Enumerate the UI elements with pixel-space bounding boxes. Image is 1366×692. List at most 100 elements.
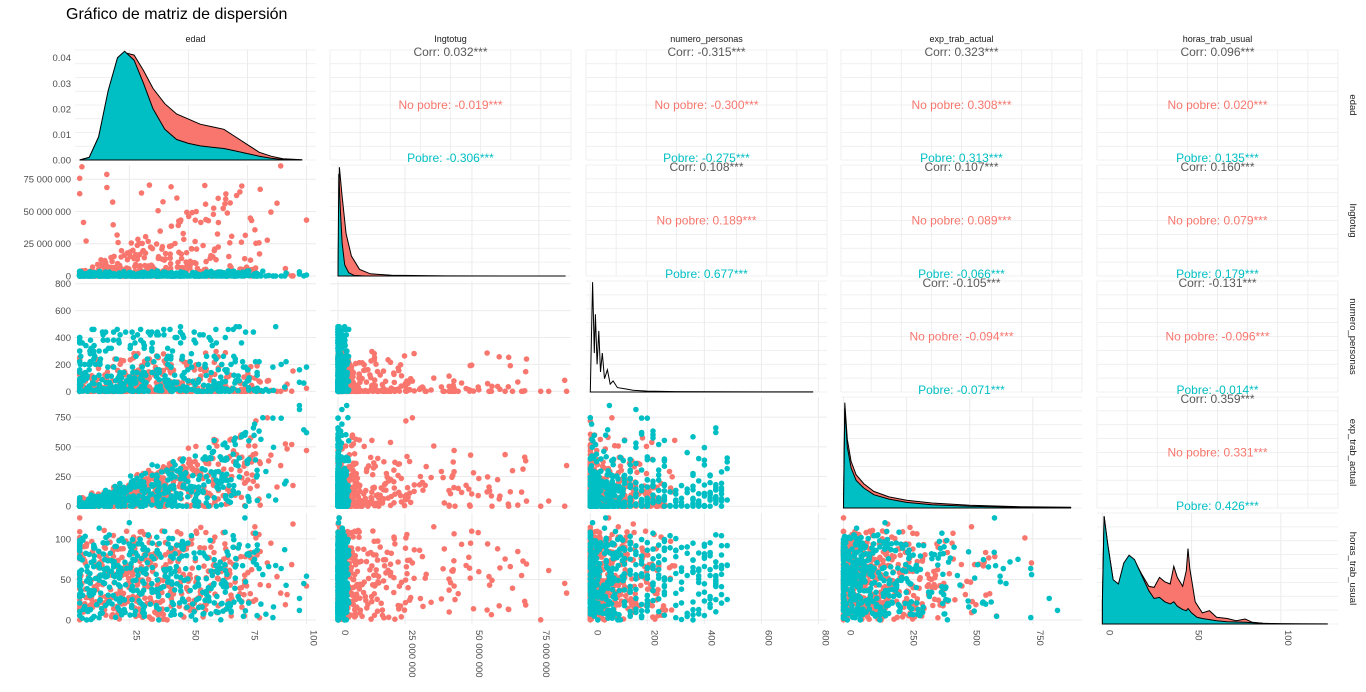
scatter-point-no-pobre (157, 228, 163, 234)
scatter-point-no-pobre (356, 371, 363, 377)
scatter-point-pobre (232, 380, 238, 386)
scatter-point-pobre (171, 372, 178, 379)
scatter-point-pobre (242, 429, 249, 436)
scatter-point-no-pobre (509, 388, 516, 395)
scatter-point-pobre (222, 334, 229, 341)
scatter-point-pobre (96, 381, 102, 388)
scatter-point-no-pobre (643, 443, 650, 450)
corr-pobre: Pobre: 0.677*** (665, 267, 748, 281)
scatter-point-pobre (340, 496, 347, 502)
scatter-point-pobre (108, 345, 115, 352)
scatter-point-no-pobre (135, 236, 141, 243)
panel-Ingtotug-Ingtotug (330, 164, 571, 277)
scatter-point-pobre (112, 377, 119, 384)
scatter-point-pobre (96, 273, 102, 279)
corr-pobre: Pobre: 0.179*** (1176, 267, 1259, 281)
scatter-point-no-pobre (381, 459, 387, 465)
scatter-point-no-pobre (238, 239, 245, 245)
scatter-point-no-pobre (374, 388, 381, 395)
scatter-point-no-pobre (383, 470, 390, 477)
scatter-point-no-pobre (220, 205, 226, 212)
scatter-point-no-pobre (248, 217, 255, 224)
scatter-point-pobre (253, 388, 260, 395)
panel-edad-exp_trab_actual: Corr: 0.323***No pobre: 0.308***Pobre: 0… (840, 45, 1083, 165)
scatter-point-no-pobre (277, 462, 284, 469)
scatter-point-no-pobre (405, 380, 411, 387)
scatter-point-pobre (144, 356, 151, 362)
scatter-point-pobre (339, 334, 345, 341)
scatter-point-no-pobre (222, 201, 228, 207)
scatter-point-no-pobre (396, 367, 402, 374)
scatter-point-pobre (228, 269, 234, 275)
scatter-point-pobre (149, 481, 155, 488)
scatter-point-no-pobre (178, 255, 185, 262)
scatter-point-pobre (83, 342, 89, 349)
scatter-point-no-pobre (179, 264, 186, 271)
panel-numero_personas-exp_trab_actual: Corr: -0.105***No pobre: -0.094***Pobre:… (840, 276, 1083, 397)
scatter-point-no-pobre (139, 240, 145, 247)
scatter-point-no-pobre (438, 468, 445, 475)
scatter-point-pobre (195, 490, 201, 496)
scatter-point-pobre (76, 367, 83, 373)
scatter-point-pobre (213, 356, 219, 362)
scatter-point-pobre (195, 361, 202, 368)
scatter-point-pobre (254, 497, 261, 504)
density-pobre (79, 50, 302, 161)
scatter-point-pobre (208, 337, 214, 344)
scatter-point-pobre (132, 340, 138, 346)
scatter-point-no-pobre (468, 491, 475, 497)
scatter-point-pobre (113, 383, 119, 390)
scatter-point-pobre (149, 272, 155, 279)
scatter-point-pobre (90, 498, 97, 504)
panel-exp_trab_actual-edad (75, 397, 316, 510)
scatter-point-pobre (100, 273, 106, 279)
scatter-point-pobre (156, 503, 162, 510)
scatter-point-pobre (222, 440, 228, 446)
scatter-point-no-pobre (505, 354, 512, 361)
scatter-point-pobre (87, 337, 94, 344)
scatter-point-no-pobre (265, 458, 272, 464)
scatter-point-pobre (140, 494, 147, 500)
scatter-point-no-pobre (174, 195, 180, 201)
scatter-point-pobre (250, 329, 257, 335)
scatter-point-no-pobre (357, 379, 363, 386)
scatter-point-no-pobre (268, 209, 274, 215)
scatter-point-pobre (200, 388, 206, 395)
scatter-point-no-pobre (189, 209, 195, 216)
scatter-point-no-pobre (124, 256, 131, 263)
corr-overall: Corr: 0.108*** (669, 160, 743, 174)
scatter-point-pobre (232, 356, 239, 362)
scatter-point-pobre (165, 361, 171, 368)
scatter-point-pobre (235, 387, 241, 394)
corr-no-pobre: No pobre: 0.089*** (911, 214, 1011, 228)
scatter-point-pobre (246, 438, 252, 444)
scatter-point-pobre (188, 489, 195, 495)
scatter-point-no-pobre (162, 256, 169, 262)
scatter-point-no-pobre (428, 387, 434, 393)
scatter-point-pobre (140, 273, 147, 279)
scatter-point-pobre (160, 496, 167, 503)
scatter-point-pobre (164, 383, 170, 390)
scatter-point-no-pobre (118, 254, 124, 260)
scatter-point-pobre (195, 271, 202, 278)
scatter-point-no-pobre (203, 216, 209, 223)
scatter-point-pobre (134, 369, 140, 376)
scatter-point-no-pobre (475, 492, 482, 499)
scatter-point-no-pobre (463, 482, 469, 489)
scatter-point-no-pobre (374, 501, 381, 508)
scatter-point-no-pobre (254, 363, 260, 369)
scatter-point-no-pobre (256, 240, 262, 246)
scatter-point-pobre (213, 340, 220, 346)
scatter-point-pobre (246, 272, 252, 278)
scatter-point-no-pobre (193, 443, 199, 450)
scatter-point-pobre (230, 451, 236, 458)
scatter-point-pobre (220, 353, 227, 360)
scatter-point-no-pobre (242, 232, 249, 239)
scatter-point-no-pobre (243, 470, 250, 477)
scatter-point-no-pobre (374, 492, 381, 499)
scatter-point-pobre (128, 479, 135, 485)
scatter-point-pobre (87, 268, 93, 275)
scatter-point-pobre (81, 361, 88, 368)
scatter-point-no-pobre (239, 183, 245, 189)
scatter-point-pobre (140, 487, 147, 493)
